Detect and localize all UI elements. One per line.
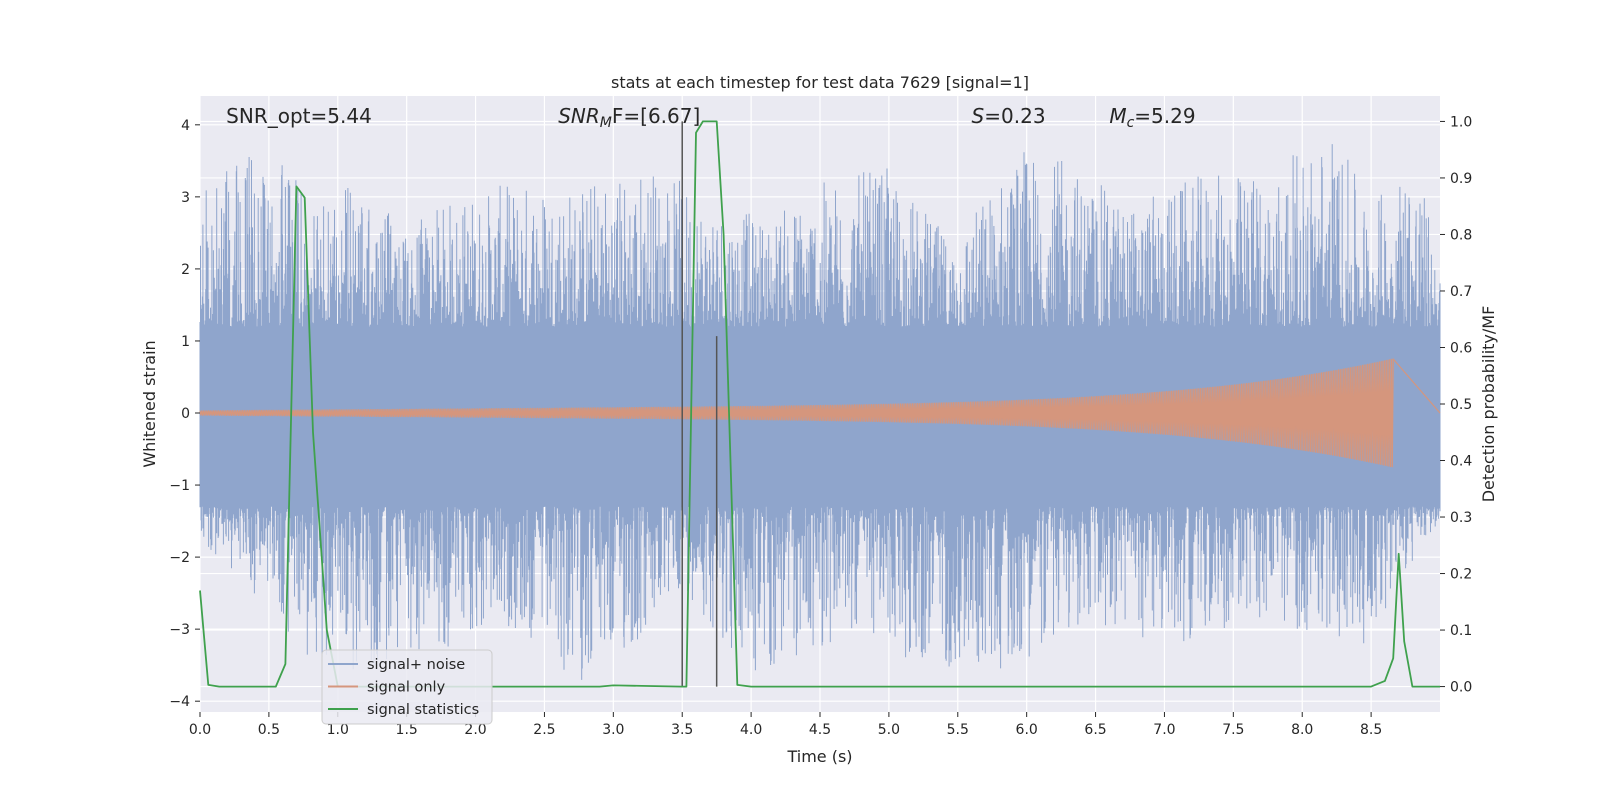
annotation-text: SNR_opt=5.44	[226, 104, 372, 128]
y2-tick-label: 0.9	[1450, 171, 1472, 187]
x-tick-label: 3.5	[671, 722, 693, 738]
signal-only-series	[199, 358, 1441, 468]
annotation-text: SNRMF=[6.67]	[558, 104, 700, 131]
legend: signal+ noise signal only signal statistic…	[321, 649, 493, 725]
x-axis-label: Time (s)	[786, 747, 852, 766]
x-tick-label: 1.5	[396, 722, 418, 738]
y-tick-label: −4	[169, 694, 190, 710]
y2-tick-label: 0.7	[1450, 284, 1472, 300]
y2-tick-label: 0.2	[1450, 567, 1472, 583]
legend-label: signal+ noise	[367, 657, 465, 673]
legend-label: signal only	[367, 680, 446, 696]
x-tick-label: 4.5	[809, 722, 831, 738]
y2-ticks: 1.0 0.9 0.8 0.7 0.6 0.5 0.4 0.3 0.2 0.1 0.0	[1440, 114, 1472, 696]
y-tick-label: −1	[169, 478, 190, 494]
x-tick-label: 5.0	[878, 722, 900, 738]
signal-statistics-series	[199, 120, 1440, 688]
y2-tick-label: 0.4	[1450, 454, 1472, 470]
x-tick-label: 4.0	[740, 722, 762, 738]
signal-only-trace	[199, 358, 1441, 468]
x-tick-label: 0.0	[189, 722, 211, 738]
y2-axis-label: Detection probability/MF	[1479, 306, 1498, 503]
y2-tick-label: 1.0	[1450, 114, 1472, 130]
annotation-text: S=0.23	[972, 104, 1046, 128]
chart-title: stats at each timestep for test data 762…	[611, 73, 1029, 92]
x-tick-label: 5.5	[947, 722, 969, 738]
y2-tick-label: 0.3	[1450, 510, 1472, 526]
annotation-tail: =0.23	[984, 104, 1045, 128]
signal-statistics-line	[199, 120, 1440, 688]
y-tick-label: −2	[169, 550, 190, 566]
x-tick-label: 8.0	[1291, 722, 1313, 738]
annotation-subscript: M	[600, 115, 612, 131]
y2-tick-label: 0.1	[1450, 623, 1472, 639]
x-tick-label: 7.5	[1222, 722, 1244, 738]
x-tick-label: 0.5	[258, 722, 280, 738]
annotation-main: M	[1109, 104, 1126, 128]
y2-tick-label: 0.8	[1450, 227, 1472, 243]
y-axis-label: Whitened strain	[140, 340, 159, 467]
y-tick-label: 3	[181, 190, 190, 206]
x-tick-label: 3.0	[602, 722, 624, 738]
annotation-main: SNR_opt=5.44	[226, 104, 372, 128]
x-ticks: 0.0 0.5 1.0 1.5 2.0 2.5 3.0 3.5 4.0 4.5 5.0 5.5 6.0 6…	[189, 712, 1382, 738]
x-tick-label: 8.5	[1360, 722, 1382, 738]
annotation-main: SNR	[558, 104, 600, 128]
x-tick-label: 7.0	[1153, 722, 1175, 738]
annotation-subscript: c	[1127, 115, 1135, 131]
y2-tick-label: 0.0	[1450, 680, 1472, 696]
annotation-tail: =5.29	[1134, 104, 1195, 128]
vertical-markers	[681, 121, 718, 687]
x-tick-label: 6.5	[1084, 722, 1106, 738]
x-tick-label: 2.5	[533, 722, 555, 738]
x-tick-label: 2.0	[464, 722, 486, 738]
annotation-tail: F=[6.67]	[612, 104, 700, 128]
x-tick-label: 6.0	[1016, 722, 1038, 738]
y2-tick-label: 0.6	[1450, 340, 1472, 356]
y-tick-label: 4	[181, 118, 190, 134]
y2-tick-label: 0.5	[1450, 397, 1472, 413]
y-tick-label: 0	[181, 406, 190, 422]
legend-box	[321, 649, 493, 725]
annotations: SNR_opt=5.44 SNRMF=[6.67] S=0.23 Mc=5.29	[226, 104, 1195, 131]
y-tick-label: 1	[181, 334, 190, 350]
annotation-text: Mc=5.29	[1109, 104, 1195, 131]
legend-label: signal statistics	[367, 702, 479, 718]
y-tick-label: −3	[169, 622, 190, 638]
annotation-main: S	[972, 104, 985, 128]
y-tick-label: 2	[181, 262, 190, 278]
y-ticks: 4 3 2 1 0 −1 −2 −3 −4	[169, 118, 200, 710]
x-tick-label: 1.0	[327, 722, 349, 738]
